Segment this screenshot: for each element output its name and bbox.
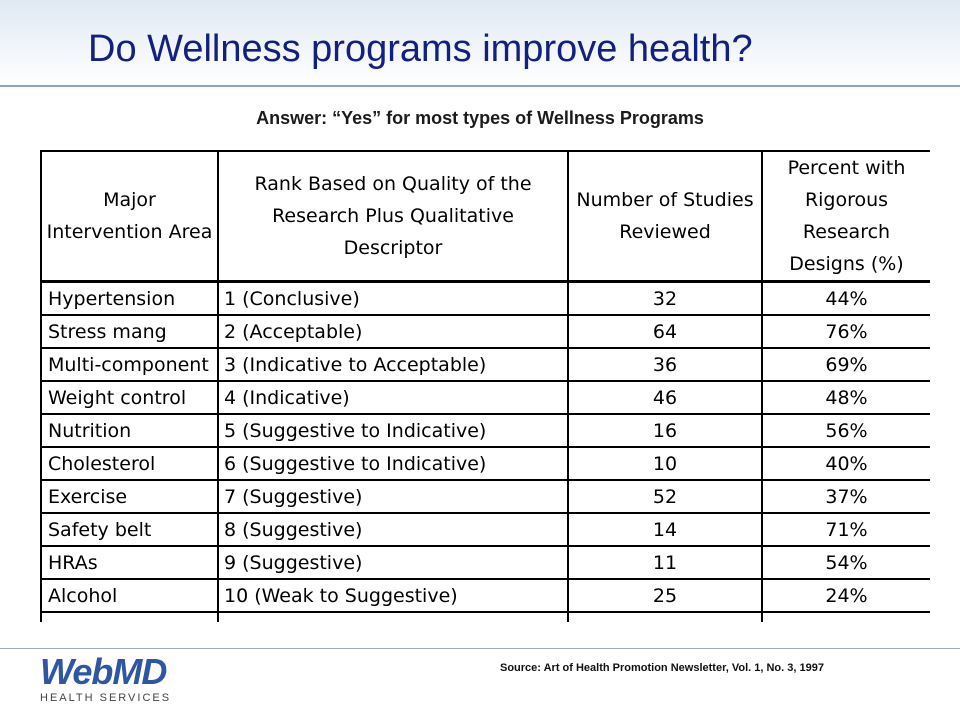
webmd-logo: WebMD HEALTH SERVICES xyxy=(40,651,172,705)
table-row: HRAs 9 (Suggestive) 11 54% xyxy=(40,545,930,580)
cell-rigorous-percent: 40% xyxy=(761,446,930,481)
slide-title: Do Wellness programs improve health? xyxy=(88,28,753,70)
cell-rank: 5 (Suggestive to Indicative) xyxy=(217,413,569,448)
cell-intervention-area: Hypertension xyxy=(40,280,219,316)
cell-studies-reviewed: 64 xyxy=(567,314,763,349)
title-bar xyxy=(0,0,960,86)
header-intervention-area: Major Intervention Area xyxy=(40,150,219,283)
cell-studies-reviewed: 36 xyxy=(567,347,763,382)
cell-studies-reviewed: 11 xyxy=(567,545,763,580)
title-divider xyxy=(0,85,960,87)
cell-studies-reviewed: 25 xyxy=(567,578,763,613)
cell-rigorous-percent: 54% xyxy=(761,545,930,580)
cell-intervention-area: Exercise xyxy=(40,479,219,514)
cell-studies-reviewed: 52 xyxy=(567,479,763,514)
cell-intervention-area: Nutrition xyxy=(40,413,219,448)
cell-rigorous-percent: 48% xyxy=(761,380,930,415)
table-row: Hypertension 1 (Conclusive) 32 44% xyxy=(40,280,930,316)
header-studies-reviewed: Number of Studies Reviewed xyxy=(567,150,763,283)
cell-rank: 8 (Suggestive) xyxy=(217,512,569,547)
table-row-empty xyxy=(40,611,930,622)
table-row: Cholesterol 6 (Suggestive to Indicative) 1… xyxy=(40,446,930,481)
cell-rigorous-percent: 44% xyxy=(761,280,930,316)
cell-intervention-area: Weight control xyxy=(40,380,219,415)
cell-rank: 1 (Conclusive) xyxy=(217,280,569,316)
cell-rigorous-percent: 56% xyxy=(761,413,930,448)
logo-wordmark: WebMD xyxy=(40,651,167,692)
header-rank: Rank Based on Quality of the Research Pl… xyxy=(217,150,569,283)
cell-rank: 7 (Suggestive) xyxy=(217,479,569,514)
cell-rank: 2 (Acceptable) xyxy=(217,314,569,349)
cell-rank: 3 (Indicative to Acceptable) xyxy=(217,347,569,382)
table-row: Alcohol 10 (Weak to Suggestive) 25 24% xyxy=(40,578,930,613)
source-citation: Source: Art of Health Promotion Newslett… xyxy=(500,662,824,674)
table-row: Stress mang 2 (Acceptable) 64 76% xyxy=(40,314,930,349)
footer-divider xyxy=(0,648,960,649)
cell-studies-reviewed: 14 xyxy=(567,512,763,547)
empty-cell xyxy=(761,611,930,622)
empty-cell xyxy=(217,611,569,622)
table-row: Safety belt 8 (Suggestive) 14 71% xyxy=(40,512,930,547)
cell-rigorous-percent: 37% xyxy=(761,479,930,514)
cell-intervention-area: Cholesterol xyxy=(40,446,219,481)
cell-rank: 6 (Suggestive to Indicative) xyxy=(217,446,569,481)
logo-tagline: HEALTH SERVICES xyxy=(40,692,172,704)
slide-subtitle: Answer: “Yes” for most types of Wellness… xyxy=(256,108,704,128)
cell-rigorous-percent: 69% xyxy=(761,347,930,382)
table-row: Weight control 4 (Indicative) 46 48% xyxy=(40,380,930,415)
cell-intervention-area: Safety belt xyxy=(40,512,219,547)
empty-cell xyxy=(567,611,763,622)
cell-rigorous-percent: 71% xyxy=(761,512,930,547)
cell-rigorous-percent: 24% xyxy=(761,578,930,613)
cell-intervention-area: Multi-component xyxy=(40,347,219,382)
table-row: Nutrition 5 (Suggestive to Indicative) 16 5… xyxy=(40,413,930,448)
cell-rigorous-percent: 76% xyxy=(761,314,930,349)
wellness-table: Major Intervention Area Rank Based on Qu… xyxy=(40,150,930,622)
cell-rank: 10 (Weak to Suggestive) xyxy=(217,578,569,613)
cell-studies-reviewed: 10 xyxy=(567,446,763,481)
cell-studies-reviewed: 16 xyxy=(567,413,763,448)
table-container: Major Intervention Area Rank Based on Qu… xyxy=(40,150,930,622)
cell-studies-reviewed: 46 xyxy=(567,380,763,415)
cell-studies-reviewed: 32 xyxy=(567,280,763,316)
cell-intervention-area: Alcohol xyxy=(40,578,219,613)
table-header-row: Major Intervention Area Rank Based on Qu… xyxy=(40,150,930,283)
table-row: Multi-component 3 (Indicative to Acceptab… xyxy=(40,347,930,382)
cell-rank: 4 (Indicative) xyxy=(217,380,569,415)
cell-rank: 9 (Suggestive) xyxy=(217,545,569,580)
header-rigorous-percent: Percent with Rigorous Research Designs (… xyxy=(761,150,930,283)
cell-intervention-area: HRAs xyxy=(40,545,219,580)
cell-intervention-area: Stress mang xyxy=(40,314,219,349)
empty-cell xyxy=(40,611,219,622)
table-row: Exercise 7 (Suggestive) 52 37% xyxy=(40,479,930,514)
